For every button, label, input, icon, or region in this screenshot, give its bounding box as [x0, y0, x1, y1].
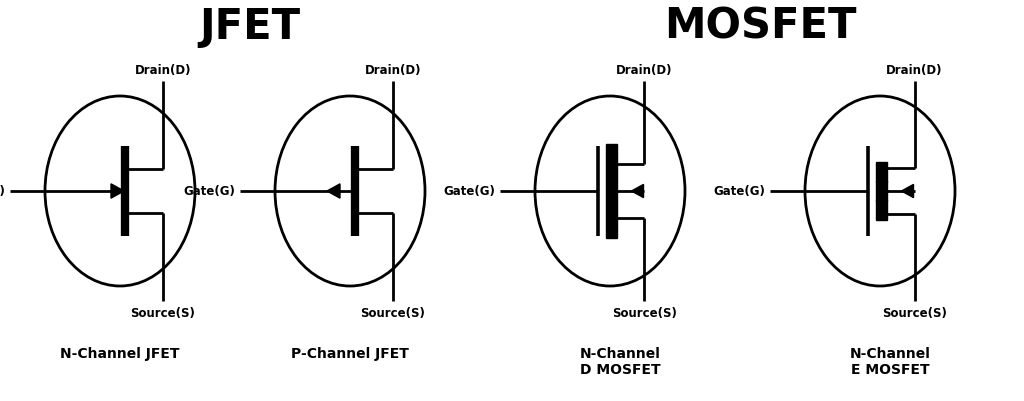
Text: Source(S): Source(S)	[360, 306, 425, 319]
Text: JFET: JFET	[200, 6, 301, 48]
Polygon shape	[632, 185, 643, 198]
Text: Drain(D): Drain(D)	[365, 64, 421, 77]
Text: N-Channel
D MOSFET: N-Channel D MOSFET	[580, 346, 660, 376]
Text: MOSFET: MOSFET	[664, 6, 856, 48]
Text: Gate(G): Gate(G)	[0, 185, 5, 198]
Bar	[876, 200, 887, 221]
Bar	[876, 162, 887, 182]
Text: Source(S): Source(S)	[131, 306, 196, 319]
Text: Source(S): Source(S)	[882, 306, 947, 319]
Text: N-Channel
E MOSFET: N-Channel E MOSFET	[850, 346, 931, 376]
Bar	[605, 145, 616, 239]
Text: Gate(G): Gate(G)	[183, 185, 234, 198]
Polygon shape	[111, 184, 124, 198]
Text: Drain(D): Drain(D)	[886, 64, 943, 77]
Text: Source(S): Source(S)	[612, 306, 677, 319]
Text: P-Channel JFET: P-Channel JFET	[291, 346, 409, 360]
Polygon shape	[901, 185, 913, 198]
Bar	[876, 182, 887, 201]
Text: Drain(D): Drain(D)	[135, 64, 191, 77]
Text: Gate(G): Gate(G)	[443, 185, 495, 198]
Polygon shape	[327, 184, 340, 198]
Text: Gate(G): Gate(G)	[713, 185, 765, 198]
Text: N-Channel JFET: N-Channel JFET	[60, 346, 180, 360]
Text: Drain(D): Drain(D)	[616, 64, 673, 77]
